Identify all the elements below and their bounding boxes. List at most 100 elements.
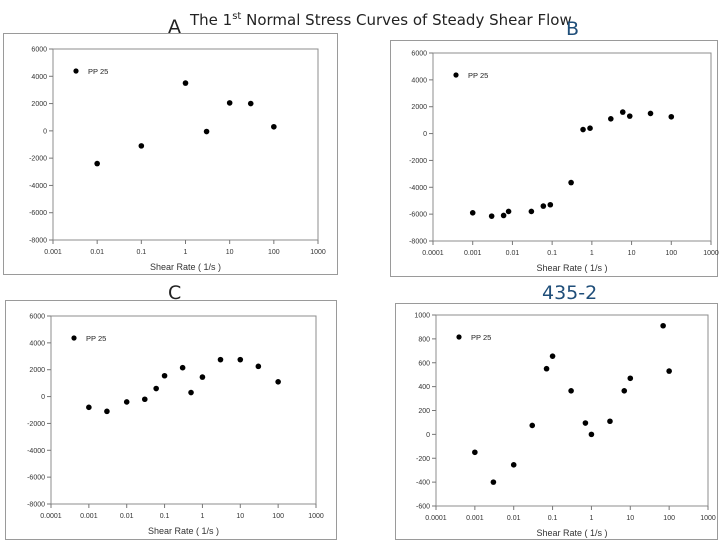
chart-d-y-tick-label: 600 xyxy=(418,360,430,367)
chart-b-y-tick-label: 4000 xyxy=(411,77,427,84)
chart-d-plot-area xyxy=(435,314,709,507)
title-suffix: Normal Stress Curves of Steady Shear Flo… xyxy=(241,11,572,29)
chart-c-data-point xyxy=(275,379,281,385)
chart-c-data-point xyxy=(141,396,148,403)
chart-b-data-point xyxy=(568,179,574,186)
chart-c-legend-marker xyxy=(71,335,77,341)
chart-a-y-tick-label: -8000 xyxy=(29,238,47,245)
chart-b-y-tick-label: -8000 xyxy=(409,239,427,246)
chart-c-x-tick-label: 1 xyxy=(200,513,204,520)
chart-c-data-point xyxy=(237,356,244,363)
chart-d-data-point xyxy=(490,479,497,485)
panel-label-d: 435-2 xyxy=(542,282,598,304)
chart-b-plot-area xyxy=(432,52,712,242)
chart-b-y-tick-label: 2000 xyxy=(411,104,427,111)
chart-c-x-tick-label: 0.001 xyxy=(80,513,98,520)
chart-a-x-tick-label: 1 xyxy=(184,249,188,256)
chart-b: 0.0001 0.001 0.01 0.1 1 10 100 1000 6000 4000 2000… xyxy=(409,51,719,274)
chart-d-data-point xyxy=(510,462,517,468)
chart-c-y-tick-label: 6000 xyxy=(29,314,45,321)
chart-c-x-tick-label: 100 xyxy=(272,513,284,520)
chart-panel-a: 0.001 0.01 0.1 1 10 100 1000 6000 4000 2000 0 -2000… xyxy=(3,33,338,275)
chart-d-y-tick-label: 200 xyxy=(418,408,430,415)
chart-d-x-tick-label: 10 xyxy=(626,515,634,522)
chart-a-x-axis-label: Shear Rate ( 1/s ) xyxy=(150,262,221,272)
chart-c-legend-label: PP 25 xyxy=(86,334,106,343)
chart-c-y-tick-label: 2000 xyxy=(29,367,45,374)
chart-d-data-point xyxy=(543,365,550,372)
chart-b-data-point xyxy=(469,210,476,216)
chart-c-data-point xyxy=(153,385,159,392)
chart-b-legend-label: PP 25 xyxy=(468,71,488,80)
chart-c-data-point xyxy=(123,399,130,405)
chart-b-data-point xyxy=(500,212,507,219)
chart-c-x-tick-label: 0.1 xyxy=(160,513,170,520)
chart-a-y-tick-label: 0 xyxy=(43,128,47,135)
chart-b-data-point xyxy=(505,208,512,215)
chart-d-y-tick-label: -600 xyxy=(416,504,430,511)
chart-b-y-tick-label: 6000 xyxy=(411,51,427,58)
chart-b-data-point xyxy=(488,213,495,219)
chart-b-x-tick-label: 0.001 xyxy=(464,250,482,257)
chart-b-x-tick-label: 0.1 xyxy=(547,250,557,257)
title-prefix: The 1 xyxy=(190,11,233,29)
chart-c-x-axis-label: Shear Rate ( 1/s ) xyxy=(148,526,219,536)
chart-b-data-point xyxy=(647,110,654,117)
chart-b-data-point xyxy=(608,116,614,122)
chart-c-y-tick-label: -2000 xyxy=(27,421,45,428)
chart-a-y-tick-label: 2000 xyxy=(31,101,47,108)
chart-d-x-tick-label: 0.1 xyxy=(548,515,558,522)
chart-a-x-tick-label: 0.01 xyxy=(90,249,104,256)
chart-d-x-tick-label: 100 xyxy=(663,515,675,522)
chart-b-y-tick-label: 0 xyxy=(423,131,427,138)
chart-d-data-point xyxy=(627,375,634,382)
chart-d-data-point xyxy=(607,418,613,425)
chart-a-legend-label: PP 25 xyxy=(88,67,108,76)
chart-d-data-point xyxy=(529,422,536,429)
chart-d-y-tick-label: -400 xyxy=(416,480,430,487)
chart-c-data-point xyxy=(217,356,224,363)
chart-d-x-tick-label: 1000 xyxy=(700,515,716,522)
chart-a-x-tick-label: 1000 xyxy=(310,249,326,256)
chart-a-y-tick-label: 6000 xyxy=(31,47,47,54)
chart-d-data-point xyxy=(582,420,589,426)
chart-d-y-tick-label: 800 xyxy=(418,336,430,343)
chart-a-y-tick-label: -2000 xyxy=(29,156,47,163)
chart-d-data-point xyxy=(621,388,628,394)
chart-b-data-point xyxy=(540,203,547,209)
chart-a: 0.001 0.01 0.1 1 10 100 1000 6000 4000 2000 0 -2000… xyxy=(29,47,326,273)
chart-b-data-point xyxy=(668,113,675,120)
chart-a-y-tick-label: -4000 xyxy=(29,183,47,190)
chart-d-data-point xyxy=(588,431,595,438)
chart-b-data-point xyxy=(547,201,554,208)
chart-a-x-tick-label: 100 xyxy=(268,249,280,256)
chart-b-x-tick-label: 100 xyxy=(665,250,677,257)
chart-b-y-tick-label: -6000 xyxy=(409,212,427,219)
chart-c-x-tick-label: 0.0001 xyxy=(40,513,62,520)
chart-c-x-tick-label: 10 xyxy=(236,513,244,520)
chart-c-y-tick-label: 0 xyxy=(41,394,45,401)
chart-d-x-tick-label: 0.001 xyxy=(466,515,484,522)
chart-a-data-point xyxy=(226,100,233,106)
chart-a-x-tick-label: 0.001 xyxy=(44,249,62,256)
chart-c-y-tick-label: 4000 xyxy=(29,340,45,347)
chart-c-data-point xyxy=(86,404,92,411)
chart-d-data-point xyxy=(549,353,556,359)
chart-c-x-tick-label: 1000 xyxy=(308,513,324,520)
chart-b-x-tick-label: 1 xyxy=(590,250,594,257)
panel-label-c: C xyxy=(168,282,182,304)
chart-a-y-tick-label: 4000 xyxy=(31,74,47,81)
chart-d-x-tick-label: 0.0001 xyxy=(425,515,447,522)
chart-c-y-tick-label: -4000 xyxy=(27,448,45,455)
chart-c-y-tick-label: -8000 xyxy=(27,502,45,509)
chart-a-x-tick-label: 10 xyxy=(226,249,234,256)
chart-b-x-tick-label: 0.01 xyxy=(506,250,520,257)
chart-a-legend-marker xyxy=(73,68,79,74)
chart-d-y-tick-label: 0 xyxy=(426,432,430,439)
title-superscript: st xyxy=(232,11,242,22)
chart-panel-c: 0.0001 0.001 0.01 0.1 1 10 100 1000 6000 4000 2000… xyxy=(5,300,337,540)
chart-d-legend-label: PP 25 xyxy=(471,333,491,342)
chart-b-y-tick-label: -4000 xyxy=(409,185,427,192)
chart-d-y-tick-label: 1000 xyxy=(414,313,430,320)
chart-c-data-point xyxy=(188,389,194,396)
